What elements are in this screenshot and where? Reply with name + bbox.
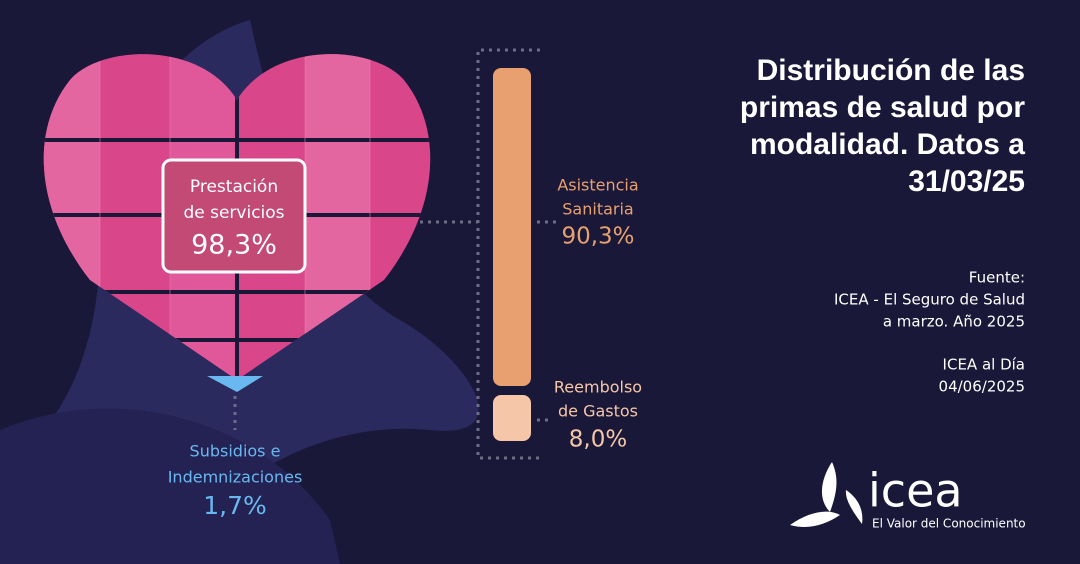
heart-value: 98,3% [191, 230, 277, 261]
heart-label: de servicios [183, 203, 284, 223]
heart-label-box [161, 158, 307, 274]
title-line: Distribución de las [757, 54, 1025, 87]
title-line: modalidad. Datos a [750, 128, 1025, 161]
publication: 04/06/2025 [939, 378, 1025, 396]
subsidies-mark [207, 376, 263, 392]
title-line: primas de salud por [740, 91, 1025, 124]
bar-label: Reembolso [554, 378, 642, 397]
subsidies-value: 1,7% [203, 491, 267, 520]
logo-mark [790, 462, 863, 527]
publication: ICEA al Día [943, 356, 1025, 374]
bar-label: Asistencia [557, 176, 638, 195]
logo-tagline: El Valor del Conocimiento [872, 517, 1026, 531]
bar-segment [493, 68, 531, 386]
bar-segment [493, 395, 531, 441]
subsidies-label: Subsidios e [190, 442, 281, 461]
source: ICEA - El Seguro de Salud [834, 291, 1025, 309]
bar-value: 8,0% [569, 427, 627, 453]
bar-label: Sanitaria [562, 200, 633, 219]
decor-shape [0, 408, 340, 564]
logo-name: icea [868, 464, 963, 518]
bar-frame [476, 48, 540, 460]
subsidies-label: Indemnizaciones [168, 468, 303, 487]
title-line: 31/03/25 [908, 165, 1025, 198]
heart-label: Prestación [190, 177, 278, 197]
source: Fuente: [969, 269, 1025, 287]
bar-value: 90,3% [561, 224, 634, 250]
bar-label: de Gastos [558, 402, 638, 421]
source: a marzo. Año 2025 [883, 313, 1025, 331]
